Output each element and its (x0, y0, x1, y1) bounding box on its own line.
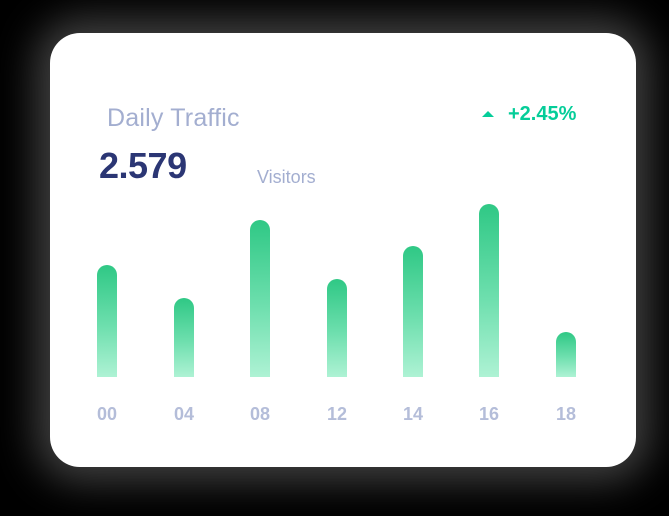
x-axis-label: 00 (96, 404, 118, 424)
visitor-unit-label: Visitors (257, 167, 316, 187)
change-badge: +2.45% (482, 103, 576, 126)
bar-16 (479, 204, 499, 377)
x-axis-label: 18 (555, 404, 577, 424)
x-axis-label: 14 (402, 404, 424, 424)
change-value: +2.45% (508, 103, 577, 125)
bar-12 (327, 279, 347, 377)
x-axis-label: 16 (478, 404, 500, 424)
card-title: Daily Traffic (107, 104, 240, 132)
bar-14 (403, 246, 423, 377)
x-axis-label: 04 (173, 404, 195, 424)
bar-00 (97, 265, 117, 377)
bar-08 (250, 220, 270, 377)
daily-traffic-card (50, 33, 636, 467)
visitor-count: 2.579 (99, 145, 187, 186)
x-axis-label: 12 (326, 404, 348, 424)
x-axis-label: 08 (249, 404, 271, 424)
bar-18 (556, 332, 576, 377)
triangle-up-icon (482, 110, 494, 117)
bar-04 (174, 298, 194, 377)
